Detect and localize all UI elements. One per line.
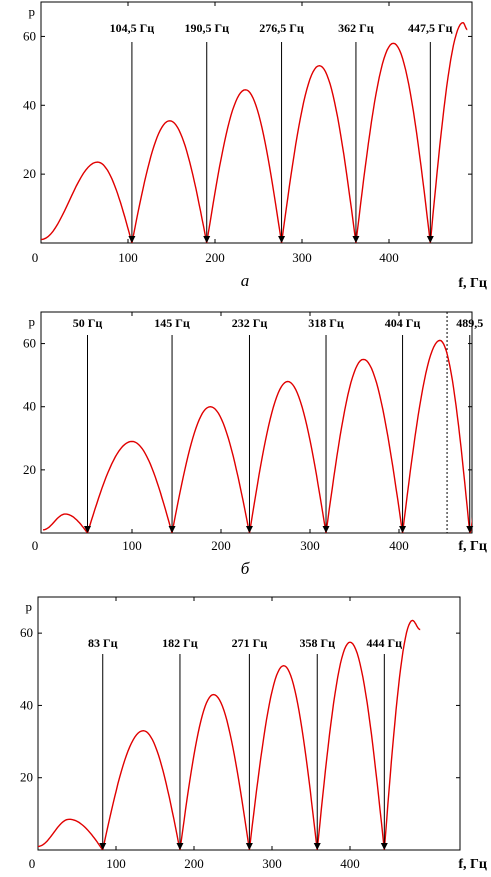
minimum-arrow-head <box>426 236 434 243</box>
y-tick-label: 40 <box>20 697 33 712</box>
minimum-label: 358 Гц <box>299 636 335 650</box>
minimum-arrow-head <box>313 843 321 850</box>
x-tick-label: 400 <box>389 538 409 553</box>
minimum-arrow-head <box>352 236 360 243</box>
y-tick-label: 40 <box>23 399 36 414</box>
x-tick-label: 0 <box>32 250 39 265</box>
x-tick-label: 200 <box>211 538 231 553</box>
y-tick-label: 60 <box>20 625 33 640</box>
x-tick-label: 300 <box>262 856 282 871</box>
minimum-label: 50 Гц <box>73 316 103 330</box>
x-tick-label: 0 <box>32 538 39 553</box>
minimum-arrow-head <box>245 526 253 533</box>
y-axis-label: p <box>29 314 36 329</box>
y-tick-label: 20 <box>23 462 36 477</box>
x-tick-label: 300 <box>292 250 312 265</box>
y-tick-label: 60 <box>23 28 36 43</box>
x-tick-label: 200 <box>184 856 204 871</box>
minimum-label: 83 Гц <box>88 636 118 650</box>
x-axis-label: f, Гц <box>458 276 487 291</box>
panel-label: б <box>241 559 250 578</box>
x-tick-label: 400 <box>340 856 360 871</box>
plot-frame <box>40 311 473 534</box>
minimum-arrow-head <box>322 526 330 533</box>
x-tick-label: 200 <box>205 250 225 265</box>
x-axis-label: f, Гц <box>458 857 487 872</box>
y-axis-label: p <box>29 4 36 19</box>
x-tick-label: 100 <box>122 538 142 553</box>
minimum-arrow-head <box>380 843 388 850</box>
y-tick-label: 40 <box>23 97 36 112</box>
minimum-label: 271 Гц <box>232 636 268 650</box>
chart-panel-3: 20 40 60 0 100 200 300 400 p f, Гц 83 Гц 182 Гц 271 … <box>20 596 487 872</box>
minimum-label: 444 Гц <box>367 636 403 650</box>
plot-frame <box>40 1 473 244</box>
chart-panel-2: 20 40 60 0 100 200 300 400 p f, Гц б 50 Гц 145 Гц 232… <box>23 311 487 578</box>
minimum-arrow-head <box>99 843 107 850</box>
x-tick-label: 400 <box>379 250 399 265</box>
y-tick-label: 20 <box>20 770 33 785</box>
minimum-label: 190,5 Гц <box>184 21 229 35</box>
chart-panel-1: 20 40 60 0 100 200 300 400 p f, Гц а 104,5 Гц 190,5 … <box>23 1 487 291</box>
minimum-label: 276,5 Гц <box>259 21 304 35</box>
x-tick-label: 100 <box>106 856 126 871</box>
minimum-arrow-head <box>84 526 91 533</box>
minimum-arrow-head <box>399 526 407 533</box>
minimum-label: 232 Гц <box>232 316 268 330</box>
minimum-label: 318 Гц <box>308 316 344 330</box>
minimum-arrow-head <box>203 236 211 243</box>
minimum-label: 145 Гц <box>154 316 190 330</box>
x-tick-label: 300 <box>300 538 320 553</box>
minimum-label: 447,5 Гц <box>408 21 453 35</box>
panel-label: а <box>241 271 250 290</box>
minimum-arrow-head <box>176 843 184 850</box>
minimum-label: 104,5 Гц <box>110 21 155 35</box>
minimum-arrow-head <box>278 236 286 243</box>
minimum-label: 362 Гц <box>338 21 374 35</box>
x-tick-label: 100 <box>118 250 138 265</box>
minimum-label: 489,5 <box>456 316 483 330</box>
series-line <box>41 22 468 243</box>
x-axis-label: f, Гц <box>458 539 487 554</box>
series-line <box>43 339 472 533</box>
minimum-arrow-head <box>245 843 253 850</box>
minimum-label: 182 Гц <box>162 636 198 650</box>
series-line <box>38 619 421 850</box>
y-tick-label: 60 <box>23 336 36 351</box>
x-tick-label: 0 <box>29 856 36 871</box>
minimum-arrow-head <box>128 236 136 243</box>
minimum-arrow-head <box>168 526 176 533</box>
minimum-label: 404 Гц <box>385 316 421 330</box>
y-tick-label: 20 <box>23 166 36 181</box>
y-axis-label: p <box>26 599 33 614</box>
minimum-arrow-head <box>466 526 474 533</box>
